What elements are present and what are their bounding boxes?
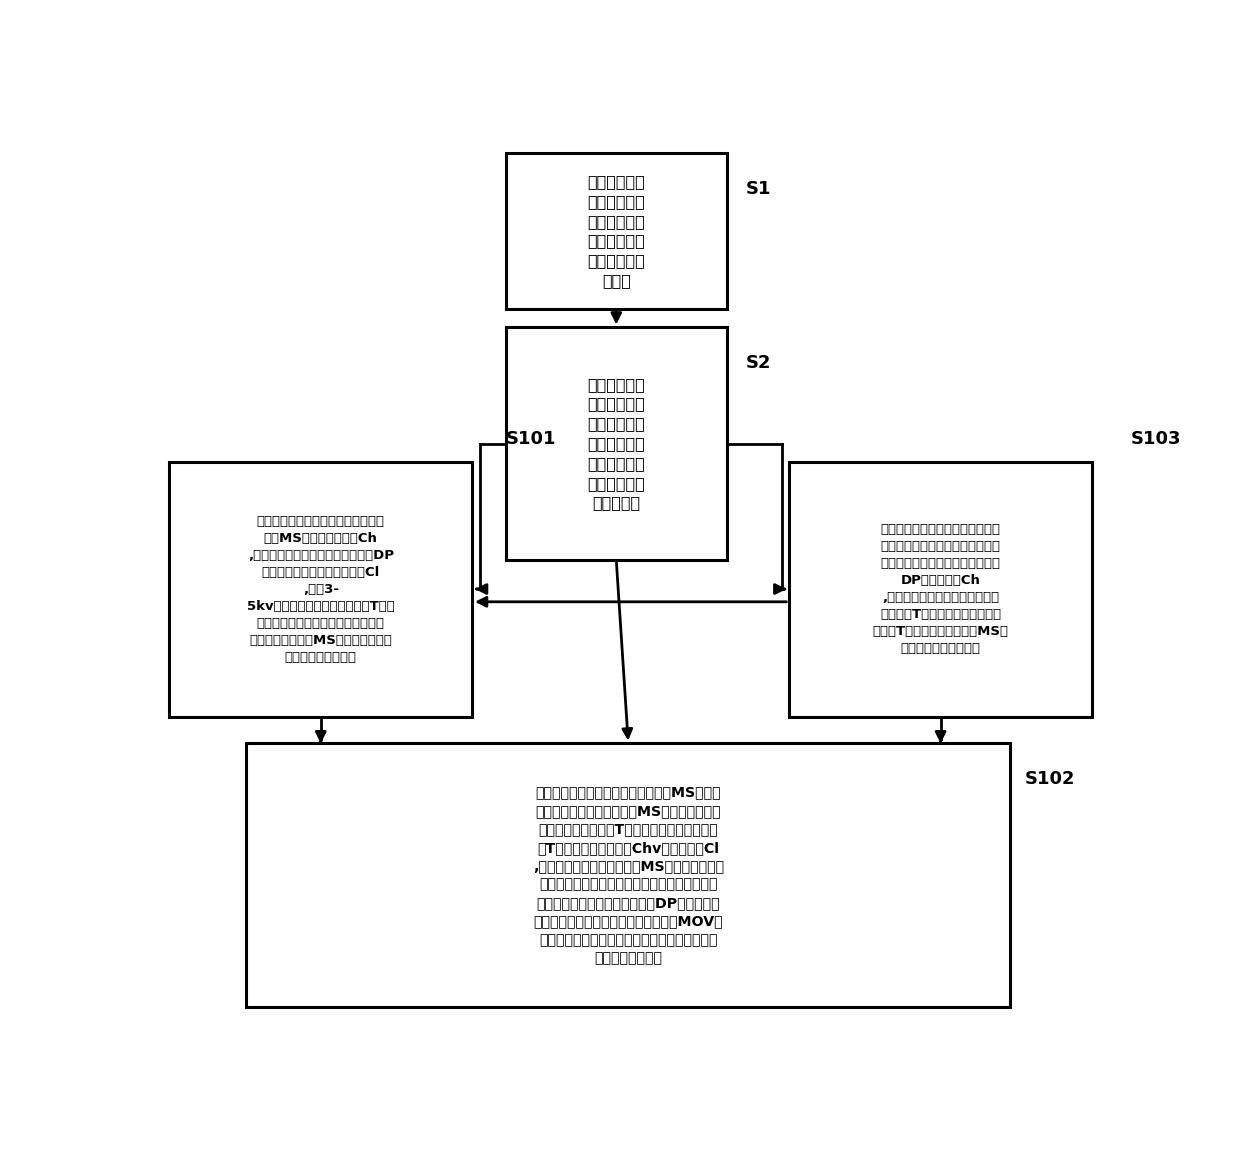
Text: S101: S101 bbox=[506, 430, 557, 449]
FancyBboxPatch shape bbox=[247, 744, 1011, 1007]
Text: 直流线路故障限流时，所述机械开关MS接收分
闸命令，等待所述机械开关MS的动静触头分闸
后，所述半导体组件T接收导通命令，半导体组
件T导通，所述高压电容Chv: 直流线路故障限流时，所述机械开关MS接收分 闸命令，等待所述机械开关MS的动静触… bbox=[533, 786, 724, 966]
Text: 检测所述的基
于双电容振荡
的主动型阻容
式直流限流器
所在的直流线
路状态: 检测所述的基 于双电容振荡 的主动型阻容 式直流限流器 所在的直流线 路状态 bbox=[588, 174, 645, 288]
FancyBboxPatch shape bbox=[170, 461, 472, 717]
Text: 直流线路故障限流后恢复时，等待
直流断路器清除故障电流并完全隔
离故障点，闭合所述可控放电支路
DP，高压电容Ch
,两端电压降低至零，撤销所述半
导体组件T的: 直流线路故障限流后恢复时，等待 直流断路器清除故障电流并完全隔 离故障点，闭合所… bbox=[873, 523, 1008, 655]
Text: S102: S102 bbox=[1024, 770, 1075, 788]
Text: S103: S103 bbox=[1131, 430, 1180, 449]
FancyBboxPatch shape bbox=[789, 461, 1092, 717]
Text: 直流线路正常运行时，闭合所述机械
开关MS，所述高压电容Ch
,两端电压为零，所述可控放电支路DP
处于开路状态，所述低压电容Cl
,预充3-
5kv电压，关断: 直流线路正常运行时，闭合所述机械 开关MS，所述高压电容Ch ,两端电压为零，所… bbox=[247, 515, 394, 664]
Text: 根据所述直流
线路状态，控
制限流器中的
机械开关、可
控放电支路以
及半导体组件
的通断状态: 根据所述直流 线路状态，控 制限流器中的 机械开关、可 控放电支路以 及半导体组… bbox=[588, 376, 645, 510]
FancyBboxPatch shape bbox=[506, 153, 727, 309]
Text: S2: S2 bbox=[746, 354, 771, 372]
FancyBboxPatch shape bbox=[506, 328, 727, 560]
Text: S1: S1 bbox=[746, 180, 771, 198]
